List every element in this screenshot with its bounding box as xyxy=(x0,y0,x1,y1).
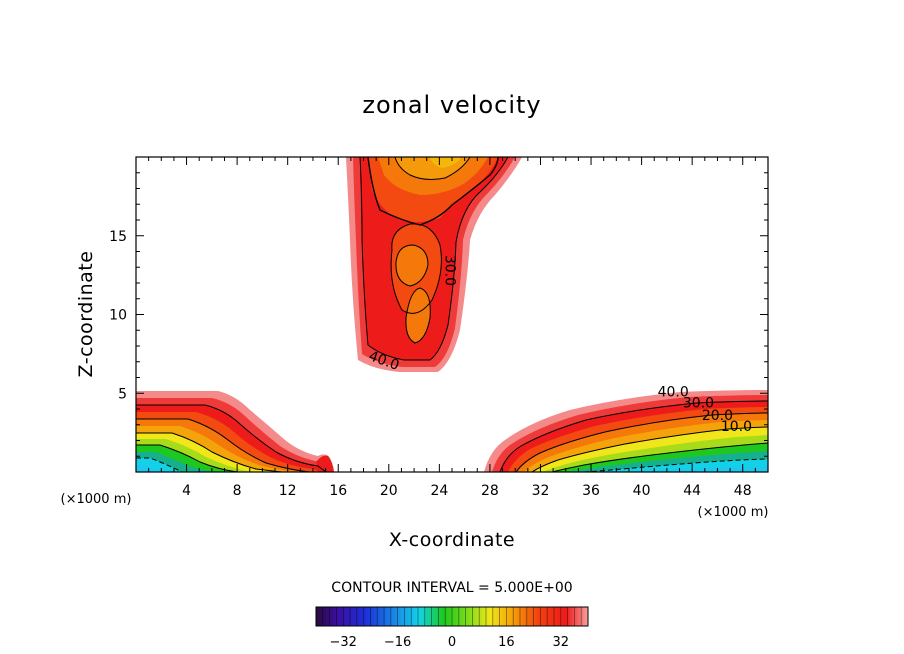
lower-left-region xyxy=(136,391,334,472)
colorbar: −32 −16 0 16 32 xyxy=(315,606,589,650)
colorbar-tick-label: −16 xyxy=(384,635,411,650)
x-tick-label: 44 xyxy=(683,483,701,499)
colorbar-tick-label: 32 xyxy=(553,635,570,650)
x-tick-label: 40 xyxy=(633,483,651,499)
y-axis-title: Z-coordinate xyxy=(75,251,97,378)
contour-label: 40.0 xyxy=(658,384,689,400)
x-axis-title: X-coordinate xyxy=(389,529,515,551)
colorbar-ticks: −32 −16 0 16 32 xyxy=(329,635,569,650)
chart-title: zonal velocity xyxy=(362,91,541,119)
contour-label: 30.0 xyxy=(683,395,714,411)
x-axis-ticks: 4 8 12 16 20 24 28 32 36 40 44 48 xyxy=(148,157,756,499)
contour-label: 20.0 xyxy=(702,408,733,424)
contour-label: 30.0 xyxy=(442,255,458,286)
upper-jet-region xyxy=(346,157,522,372)
colorbar-tick-label: 16 xyxy=(498,635,515,650)
x-tick-label: 4 xyxy=(182,483,191,499)
x-tick-label: 8 xyxy=(233,483,242,499)
colorbar-tick-label: 0 xyxy=(448,635,456,650)
x-tick-label: 12 xyxy=(279,483,297,499)
colorbar-tick-label: −32 xyxy=(329,635,356,650)
y-tick-label: 10 xyxy=(109,308,127,324)
contour-lines xyxy=(136,157,768,472)
contour-fill-group: 30.040.040.030.020.010.0 xyxy=(136,157,768,472)
x-tick-label: 24 xyxy=(430,483,448,499)
y-tick-label: 5 xyxy=(118,386,127,402)
x-tick-label: 48 xyxy=(734,483,752,499)
x-unit-label-right: (×1000 m) xyxy=(698,505,769,520)
contour-interval-label: CONTOUR INTERVAL = 5.000E+00 xyxy=(331,580,572,596)
x-tick-label: 32 xyxy=(532,483,550,499)
x-tick-label: 16 xyxy=(329,483,347,499)
x-tick-label: 28 xyxy=(481,483,499,499)
x-tick-label: 36 xyxy=(582,483,600,499)
y-axis-ticks: 5 10 15 xyxy=(109,172,768,457)
x-unit-label-left: (×1000 m) xyxy=(61,492,132,507)
x-tick-label: 20 xyxy=(380,483,398,499)
contour-label: 10.0 xyxy=(721,419,752,435)
colorbar-stripes xyxy=(322,607,582,626)
y-tick-label: 15 xyxy=(109,229,127,245)
